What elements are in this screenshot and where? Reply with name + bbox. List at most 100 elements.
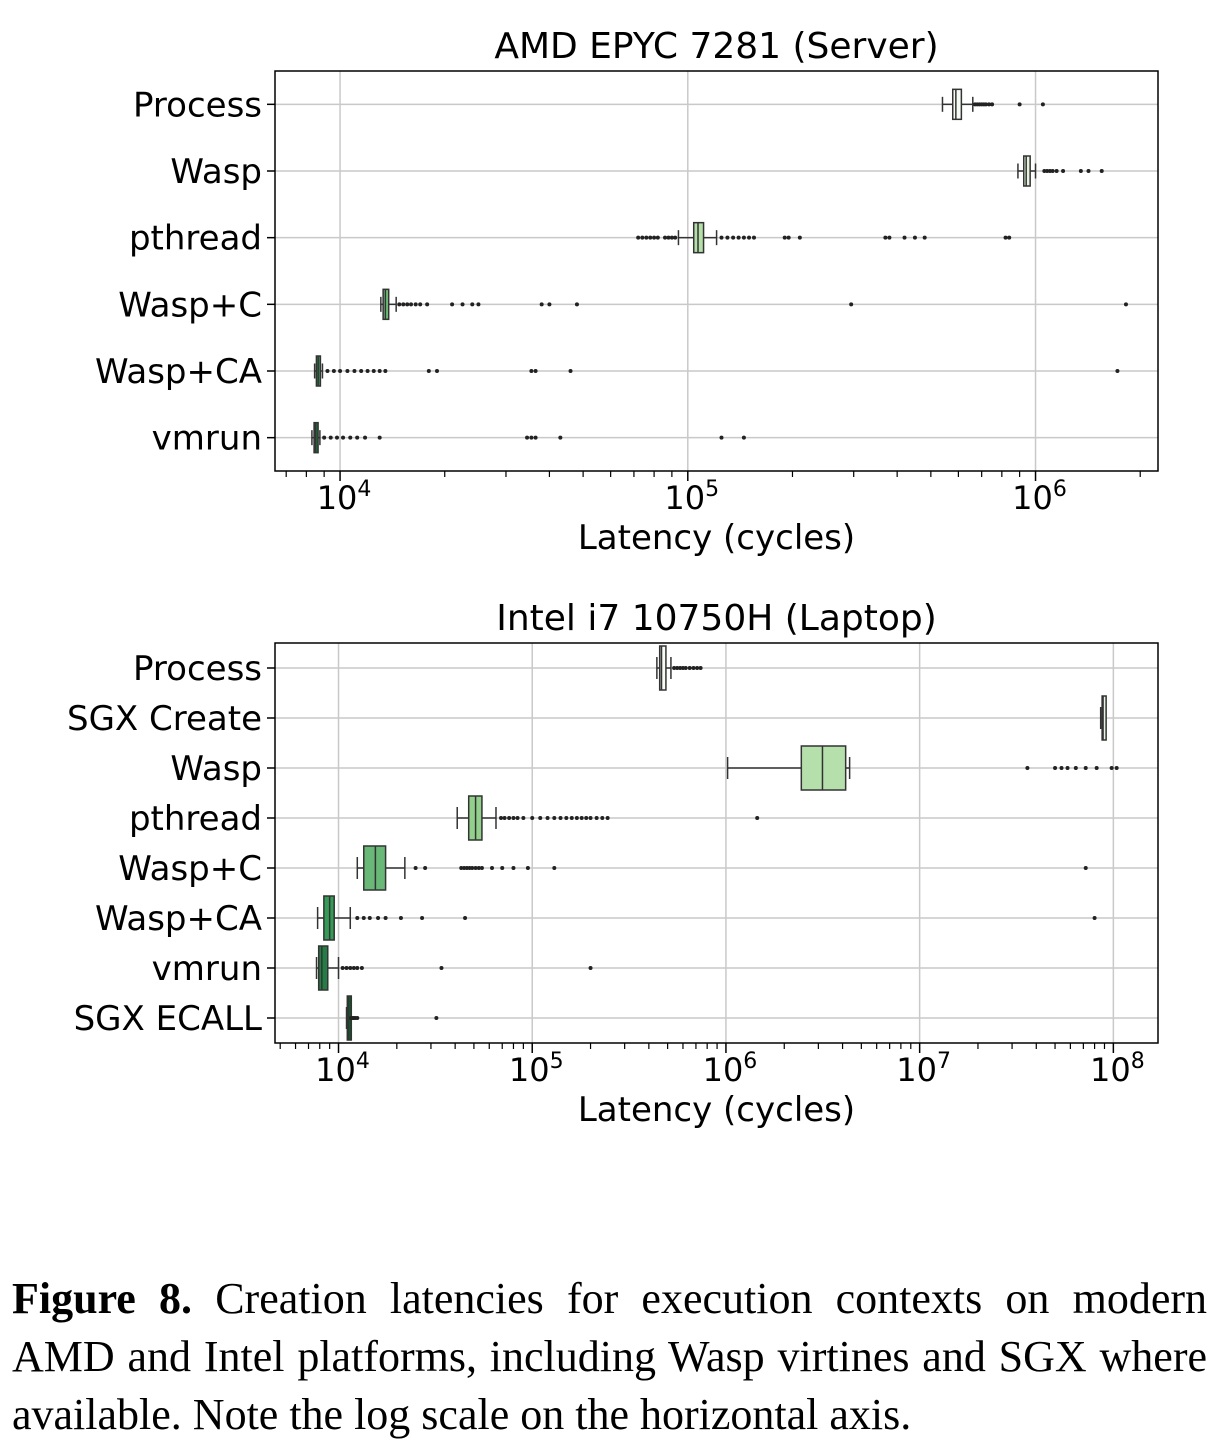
outlier-point (1007, 235, 1012, 240)
outlier-point (731, 235, 736, 240)
outlier-point (1078, 169, 1083, 173)
outlier-point (490, 866, 495, 870)
outlier-point (521, 816, 526, 820)
outlier-point (500, 866, 505, 870)
outlier-point (459, 866, 464, 870)
category-label: Wasp+CA (95, 899, 262, 939)
category-label: SGX Create (67, 699, 262, 739)
x-tick-label: 107 (896, 1049, 951, 1089)
outlier-point (328, 435, 333, 440)
caption-label: Figure 8. (12, 1274, 193, 1323)
outlier-point (741, 235, 746, 240)
box-pthread (456, 795, 760, 841)
outlier-point (401, 302, 406, 307)
outlier-point (594, 816, 599, 820)
outlier-point (574, 816, 579, 820)
outlier-point (1025, 766, 1030, 770)
outlier-point (365, 369, 370, 373)
outlier-point (797, 235, 802, 240)
outlier-point (341, 435, 346, 440)
outlier-point (1045, 169, 1050, 173)
outlier-point (736, 235, 741, 240)
outlier-point (666, 235, 671, 240)
outlier-point (673, 235, 678, 240)
outlier-point (423, 866, 428, 870)
x-axis-label: Latency (cycles) (578, 1090, 855, 1130)
outlier-point (383, 369, 388, 373)
outlier-point (883, 235, 888, 240)
outlier-point (344, 966, 349, 970)
outlier-point (462, 866, 467, 870)
plot-frame (274, 70, 1159, 472)
outlier-point (902, 235, 907, 240)
outlier-point (359, 369, 364, 373)
box-sgx-create (1099, 695, 1107, 741)
plot-frame (274, 642, 1159, 1044)
chart-title: Intel i7 10750H (Laptop) (496, 598, 937, 639)
outlier-point (1099, 169, 1104, 173)
x-axis-label: Latency (cycles) (578, 518, 855, 558)
outlier-point (450, 302, 455, 307)
box-process (656, 645, 703, 691)
outlier-point (460, 302, 465, 307)
outlier-point (377, 369, 382, 373)
outlier-point (439, 966, 444, 970)
outlier-point (588, 816, 593, 820)
outlier-point (470, 302, 475, 307)
outlier-point (1115, 369, 1120, 373)
outlier-point (1094, 766, 1099, 770)
outlier-point (1059, 766, 1064, 770)
category-label: Process (133, 649, 262, 689)
outlier-point (1086, 169, 1091, 173)
outlier-point (359, 966, 364, 970)
outlier-point (747, 235, 752, 240)
outlier-point (425, 302, 430, 307)
outlier-point (413, 302, 418, 307)
category-label: Wasp+C (118, 849, 262, 889)
outlier-point (584, 816, 589, 820)
outlier-point (680, 666, 685, 670)
category-label: Wasp (170, 749, 262, 789)
outlier-point (983, 102, 988, 107)
box-wasp-c (356, 845, 1088, 891)
outlier-point (499, 816, 504, 820)
figure-caption: Figure 8. Creation latencies for executi… (12, 1270, 1207, 1444)
outlier-point (922, 235, 927, 240)
outlier-point (558, 816, 563, 820)
outlier-point (363, 435, 368, 440)
outlier-point (476, 302, 481, 307)
outlier-point (322, 435, 327, 440)
outlier-point (507, 816, 512, 820)
outlier-point (1050, 169, 1055, 173)
outlier-point (751, 235, 756, 240)
outlier-point (1003, 235, 1008, 240)
category-label: Wasp+C (118, 285, 262, 325)
outlier-point (605, 816, 610, 820)
outlier-point (725, 235, 730, 240)
box-vmrun (311, 421, 746, 454)
x-tick-label: 106 (703, 1049, 758, 1089)
x-tick-label: 104 (315, 1049, 370, 1089)
outlier-point (434, 369, 439, 373)
outlier-point (371, 369, 376, 373)
chart-panel-2: Intel i7 10750H (Laptop) 104 105 106 107 108 P… (67, 598, 1159, 1130)
outlier-point (588, 966, 593, 970)
outlier-point (636, 235, 641, 240)
outlier-point (511, 866, 516, 870)
outlier-point (426, 369, 431, 373)
outlier-point (719, 435, 724, 440)
outlier-point (691, 666, 696, 670)
category-label: Wasp (170, 152, 262, 192)
outlier-point (377, 435, 382, 440)
outlier-point (340, 966, 345, 970)
box-wasp-c (380, 288, 1128, 321)
outlier-point (755, 816, 760, 820)
outlier-point (644, 235, 649, 240)
outlier-point (564, 816, 569, 820)
category-label: vmrun (152, 419, 262, 459)
category-label: Wasp+CA (95, 352, 262, 392)
box-sgx-ecall (345, 995, 439, 1041)
box-iqr (1023, 155, 1031, 187)
outlier-point (502, 816, 507, 820)
outlier-point (335, 435, 340, 440)
